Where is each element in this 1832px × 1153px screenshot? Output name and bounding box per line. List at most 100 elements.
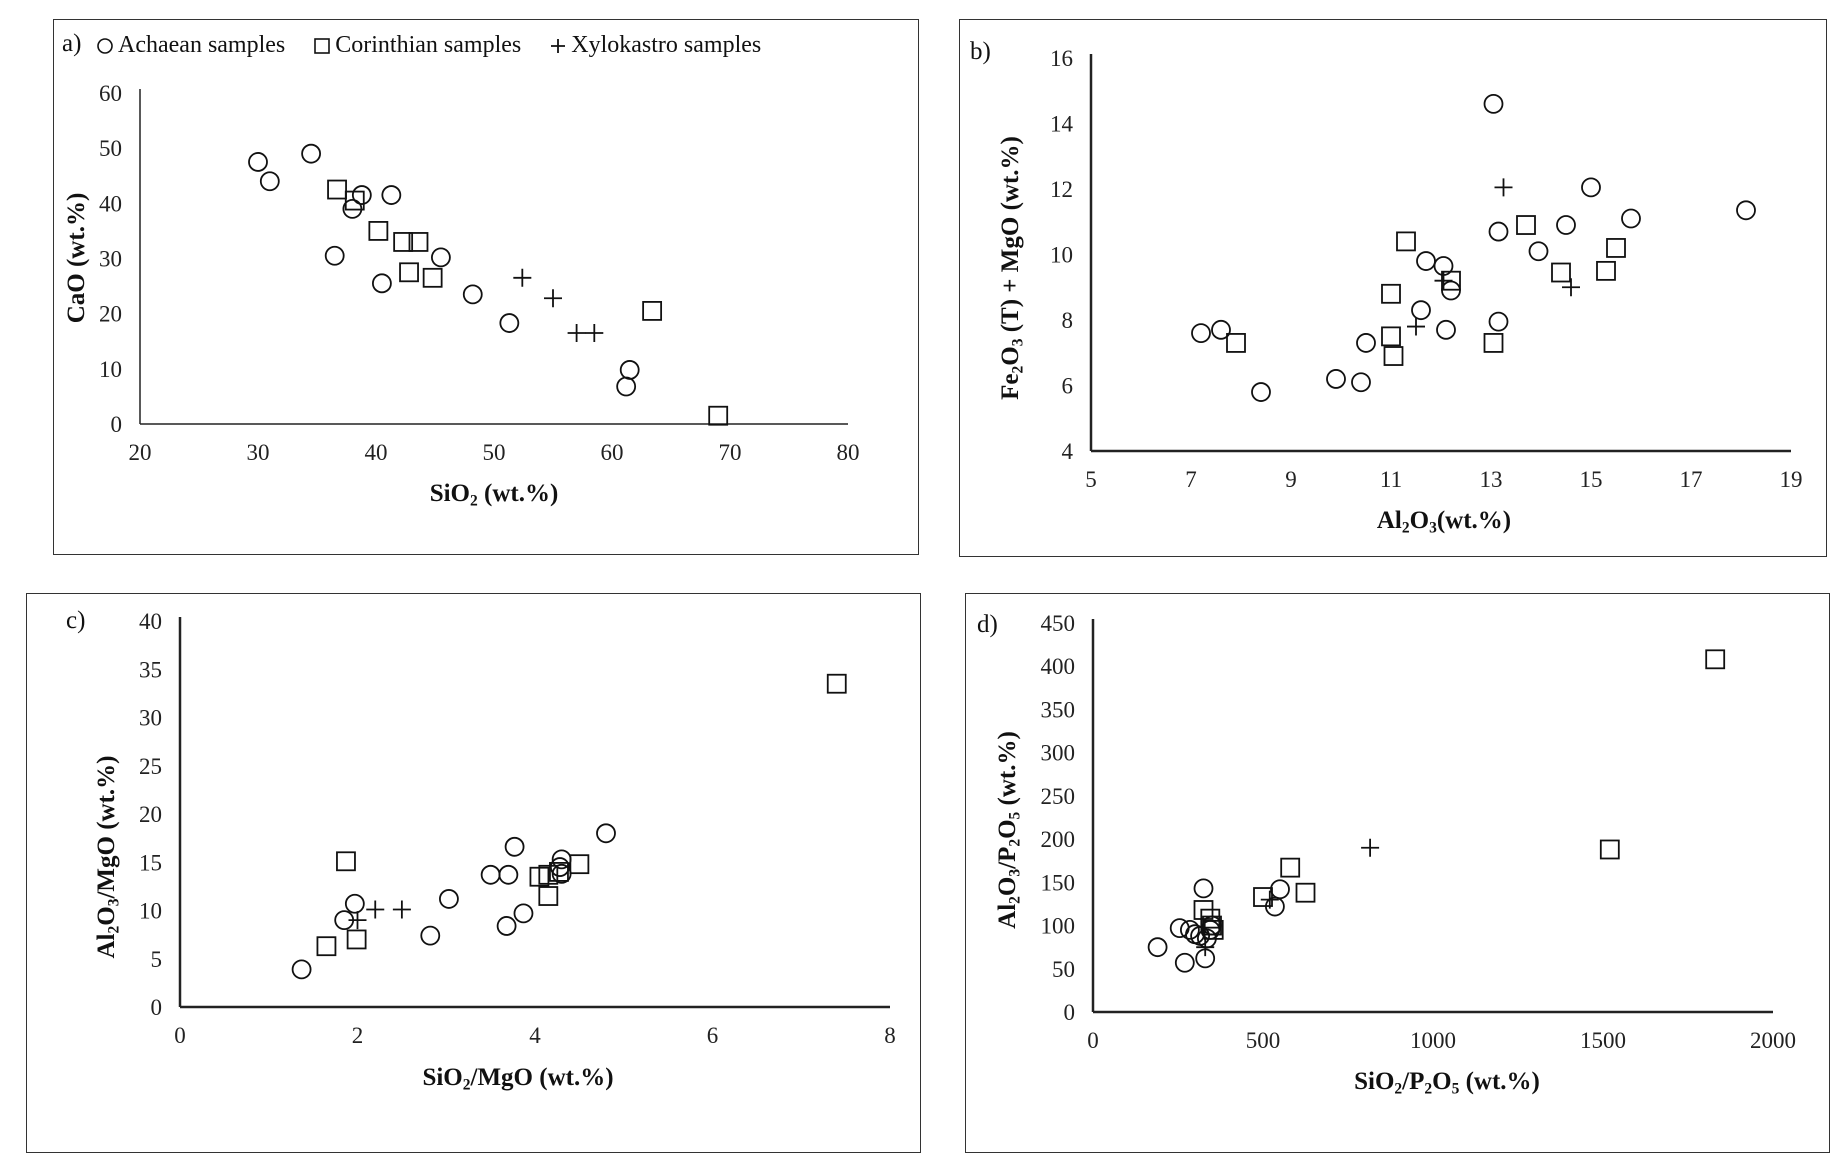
- y-tick-label: 15: [139, 850, 162, 875]
- y-tick-label: 0: [111, 412, 123, 437]
- achaean-point: [381, 185, 402, 205]
- legend-item-corinthian: Corinthian samples: [313, 32, 521, 59]
- x-axis-title-b: Al2O3(wt.%): [1376, 507, 1512, 537]
- achaean-point: [371, 273, 392, 294]
- corinthian-point: [538, 864, 559, 885]
- achaean-point: [462, 284, 483, 305]
- x-tick-label: 500: [1246, 1028, 1281, 1053]
- achaean-point: [504, 836, 525, 857]
- y-tick-label: 6: [1062, 374, 1074, 399]
- achaean-point: [344, 893, 365, 914]
- x-tick-label: 20: [129, 440, 152, 465]
- corinthian-point: [1295, 882, 1316, 903]
- y-tick-label: 200: [1041, 827, 1076, 852]
- x-tick-label: 7: [1185, 467, 1197, 492]
- xylokastro-point: [513, 268, 532, 287]
- achaean-point: [291, 959, 312, 980]
- achaean-point: [1483, 93, 1504, 114]
- legend-label: Xylokastro samples: [571, 32, 762, 58]
- legend-item-achaean: Achaean samples: [96, 32, 285, 59]
- achaean-point: [1411, 300, 1431, 321]
- x-tick-label: 1000: [1410, 1028, 1456, 1053]
- x-axis-title-d: SiO2/P2O5 (wt.%): [1354, 1068, 1540, 1098]
- square-marker-icon: [314, 37, 331, 54]
- x-axis-title-a: SiO2 (wt.%): [429, 480, 559, 510]
- x-tick-label: 2000: [1750, 1028, 1796, 1053]
- y-tick-label: 300: [1041, 741, 1076, 766]
- achaean-point: [498, 864, 519, 885]
- y-tick-label: 30: [99, 247, 122, 272]
- legend-label: Corinthian samples: [335, 32, 522, 58]
- y-tick-label: 60: [99, 81, 122, 106]
- achaean-point: [513, 903, 534, 924]
- y-tick-label: 5: [151, 947, 163, 972]
- y-tick-label: 0: [1064, 1000, 1076, 1025]
- legend-label: Achaean samples: [118, 32, 286, 58]
- x-tick-label: 30: [247, 440, 270, 465]
- corinthian-point: [1483, 333, 1504, 353]
- y-tick-label: 30: [139, 706, 162, 731]
- y-tick-label: 8: [1062, 308, 1074, 333]
- corinthian-point: [569, 854, 590, 875]
- x-tick-label: 13: [1480, 467, 1503, 492]
- corinthian-point: [826, 673, 847, 694]
- y-tick-label: 150: [1041, 870, 1076, 895]
- achaean-point: [420, 925, 441, 946]
- achaean-point: [619, 360, 640, 380]
- y-tick-label: 14: [1050, 112, 1074, 137]
- panel-a: [53, 19, 919, 555]
- corinthian-point: [393, 232, 414, 252]
- x-tick-label: 9: [1285, 467, 1297, 492]
- plus-marker-icon: [551, 38, 566, 53]
- y-tick-label: 400: [1041, 654, 1076, 679]
- achaean-point: [1147, 937, 1168, 958]
- x-tick-label: 2: [352, 1023, 364, 1048]
- x-tick-label: 80: [837, 440, 860, 465]
- achaean-point: [1528, 241, 1549, 262]
- corinthian-point: [1202, 915, 1222, 936]
- corinthian-point: [316, 936, 337, 957]
- achaean-point: [324, 245, 345, 266]
- achaean-point: [1488, 221, 1509, 242]
- corinthian-point: [1383, 346, 1404, 366]
- xylokastro-point: [1407, 317, 1425, 336]
- y-tick-label: 40: [139, 609, 162, 634]
- y-tick-label: 16: [1050, 46, 1073, 71]
- corinthian-point: [708, 405, 729, 426]
- corinthian-point: [1705, 649, 1726, 670]
- xylokastro-point: [392, 900, 411, 919]
- x-tick-label: 8: [884, 1023, 896, 1048]
- y-tick-label: 350: [1041, 697, 1076, 722]
- x-tick-label: 17: [1680, 467, 1703, 492]
- corinthian-point: [1396, 231, 1416, 252]
- corinthian-point: [1516, 215, 1536, 235]
- achaean-point: [1270, 879, 1290, 900]
- x-tick-label: 60: [601, 440, 624, 465]
- xylokastro-point: [1361, 838, 1380, 857]
- achaean-point: [480, 864, 501, 885]
- corinthian-point: [422, 267, 443, 288]
- xylokastro-point: [585, 323, 604, 342]
- achaean-point: [430, 247, 451, 268]
- x-tick-label: 1500: [1580, 1028, 1626, 1053]
- y-tick-label: 35: [139, 657, 162, 682]
- achaean-point: [439, 889, 459, 909]
- y-tick-label: 25: [139, 754, 162, 779]
- corinthian-point: [336, 851, 356, 872]
- x-tick-label: 15: [1580, 467, 1603, 492]
- y-tick-label: 40: [99, 191, 122, 216]
- y-tick-label: 10: [1050, 243, 1073, 268]
- y-tick-label: 20: [139, 802, 162, 827]
- corinthian-point: [1280, 857, 1301, 878]
- panel-label-c: c): [66, 607, 86, 634]
- corinthian-point: [538, 886, 559, 906]
- achaean-point: [259, 171, 280, 192]
- achaean-point: [1180, 919, 1200, 940]
- achaean-point: [1356, 333, 1376, 353]
- corinthian-point: [1606, 238, 1626, 258]
- corinthian-point: [344, 190, 365, 211]
- y-tick-label: 100: [1041, 914, 1076, 939]
- x-tick-label: 11: [1380, 467, 1402, 492]
- achaean-point: [499, 313, 520, 333]
